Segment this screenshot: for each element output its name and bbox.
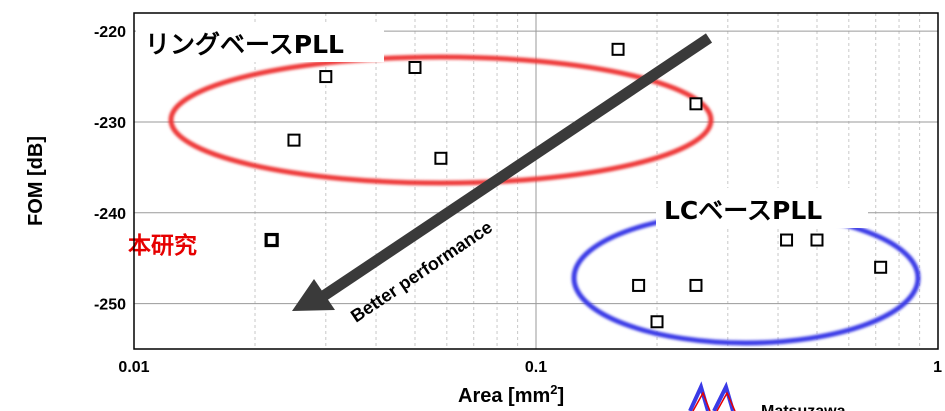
data-point (287, 133, 301, 147)
data-point (874, 260, 888, 274)
logo-mark (688, 381, 735, 411)
x-tick-label: 0.01 (118, 359, 149, 376)
data-point (650, 315, 664, 329)
data-point (611, 42, 625, 56)
y-tick-label: -250 (94, 297, 126, 314)
lc-pll-ellipse (571, 210, 921, 346)
this-work-point (264, 232, 279, 248)
data-point (434, 151, 448, 165)
logo-mark-accent (692, 391, 736, 411)
matsuzawa-logo: Matsuzawa (688, 381, 846, 411)
data-point (632, 278, 646, 292)
ring-pll-label: リングベースPLL (145, 30, 344, 59)
ring-pll-ellipse (168, 54, 714, 186)
y-axis-label: FOM [dB] (25, 136, 47, 226)
data-point (810, 233, 824, 247)
logo-text: Matsuzawa (761, 403, 846, 411)
y-tick-label: -220 (94, 24, 126, 41)
x-tick-label: 0.1 (525, 359, 547, 376)
x-axis-label-sup: 2 (550, 382, 557, 397)
data-point (780, 233, 794, 247)
x-axis-label-main: Area [mm (458, 385, 550, 407)
data-point (408, 60, 422, 74)
data-point (689, 97, 703, 111)
ring-label-bg (136, 22, 384, 62)
x-axis-label: Area [mm2] (458, 382, 564, 407)
y-tick-labels: -220 -230 -240 -250 (94, 24, 126, 313)
arrowhead (292, 279, 335, 311)
this-work-label: 本研究 (128, 232, 197, 259)
y-tick-label: -240 (94, 206, 126, 223)
data-markers (264, 42, 888, 329)
data-point (689, 278, 703, 292)
lc-label-bg (656, 188, 868, 228)
plot-frame (133, 12, 939, 350)
x-tick-label: 1 (933, 359, 942, 376)
arrow-shaft (318, 33, 713, 302)
x-axis-label-end: ] (558, 385, 565, 407)
better-performance-arrow (292, 33, 713, 311)
data-point (319, 70, 333, 84)
x-tick-labels: 0.01 0.1 1 (118, 359, 942, 376)
y-tick-label: -230 (94, 115, 126, 132)
lc-pll-label: LCベースPLL (664, 196, 822, 225)
